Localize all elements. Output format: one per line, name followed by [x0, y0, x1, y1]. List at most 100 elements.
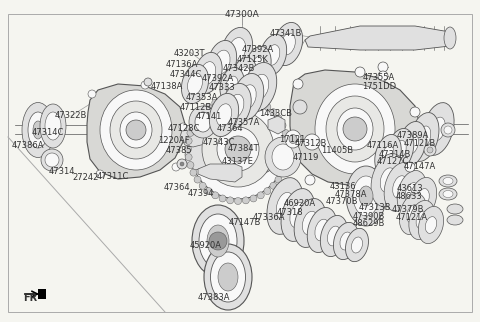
Ellipse shape	[252, 56, 264, 76]
Ellipse shape	[272, 144, 294, 170]
Text: 47112B: 47112B	[180, 103, 212, 112]
Ellipse shape	[384, 163, 416, 212]
Circle shape	[282, 162, 289, 169]
Text: 1220AF: 1220AF	[158, 136, 190, 145]
Ellipse shape	[327, 226, 341, 246]
Circle shape	[212, 99, 219, 106]
Ellipse shape	[375, 135, 401, 175]
Ellipse shape	[340, 232, 352, 250]
Circle shape	[126, 120, 146, 140]
Ellipse shape	[214, 50, 230, 74]
Text: 27242: 27242	[72, 173, 98, 182]
Ellipse shape	[192, 205, 244, 277]
Text: 47314C: 47314C	[32, 128, 64, 137]
Ellipse shape	[243, 62, 277, 111]
Text: 47322B: 47322B	[55, 111, 87, 120]
Circle shape	[227, 197, 234, 204]
Text: 47355A: 47355A	[363, 73, 396, 82]
Circle shape	[424, 144, 436, 156]
Circle shape	[279, 169, 286, 176]
Ellipse shape	[209, 93, 239, 137]
Polygon shape	[185, 142, 212, 170]
Text: 47383A: 47383A	[197, 293, 230, 302]
Ellipse shape	[28, 112, 48, 148]
Text: 47138A: 47138A	[151, 82, 183, 91]
Text: 47390B: 47390B	[352, 212, 385, 221]
Circle shape	[405, 162, 415, 172]
Ellipse shape	[211, 252, 245, 302]
Circle shape	[144, 78, 152, 86]
Circle shape	[250, 96, 257, 103]
Circle shape	[257, 192, 264, 199]
Ellipse shape	[216, 104, 232, 126]
Circle shape	[305, 175, 315, 185]
Polygon shape	[290, 70, 420, 185]
Ellipse shape	[194, 52, 222, 94]
Circle shape	[284, 137, 291, 144]
Ellipse shape	[425, 217, 437, 233]
Text: 47342B: 47342B	[223, 64, 255, 73]
Ellipse shape	[231, 57, 257, 95]
Ellipse shape	[228, 38, 246, 62]
Text: 47147A: 47147A	[404, 162, 436, 171]
Ellipse shape	[221, 83, 251, 128]
Text: 47311C: 47311C	[96, 172, 129, 181]
Ellipse shape	[439, 175, 457, 187]
Circle shape	[378, 71, 388, 81]
Ellipse shape	[259, 34, 287, 76]
Text: 47314: 47314	[48, 167, 75, 176]
Ellipse shape	[22, 102, 54, 157]
Ellipse shape	[265, 137, 301, 177]
Ellipse shape	[221, 27, 252, 72]
Text: 1433CB: 1433CB	[260, 109, 292, 118]
Ellipse shape	[447, 204, 463, 214]
Circle shape	[293, 100, 307, 114]
Circle shape	[212, 192, 219, 199]
Text: 47392A: 47392A	[201, 74, 234, 83]
Circle shape	[282, 129, 289, 137]
Text: 47370B: 47370B	[325, 197, 358, 206]
Circle shape	[177, 159, 187, 169]
Ellipse shape	[405, 183, 419, 204]
Ellipse shape	[397, 170, 427, 215]
Text: 47119: 47119	[293, 153, 319, 162]
Polygon shape	[180, 124, 210, 147]
Circle shape	[264, 188, 271, 194]
Text: 47136A: 47136A	[165, 60, 198, 69]
Ellipse shape	[371, 154, 405, 206]
Ellipse shape	[407, 205, 419, 223]
Ellipse shape	[207, 41, 237, 83]
Circle shape	[284, 154, 291, 161]
Ellipse shape	[320, 215, 348, 257]
Text: 46920A: 46920A	[284, 199, 316, 208]
Ellipse shape	[266, 45, 280, 65]
Text: 47357A: 47357A	[228, 118, 260, 127]
Text: 47384T: 47384T	[228, 144, 260, 153]
Ellipse shape	[189, 106, 217, 138]
Ellipse shape	[241, 146, 269, 168]
Ellipse shape	[409, 177, 437, 219]
Ellipse shape	[351, 237, 362, 253]
Ellipse shape	[33, 121, 43, 139]
Circle shape	[285, 146, 291, 153]
Circle shape	[264, 103, 271, 110]
Circle shape	[225, 136, 251, 162]
Ellipse shape	[281, 189, 315, 242]
Ellipse shape	[190, 99, 286, 199]
Text: 47379B: 47379B	[392, 205, 424, 214]
Ellipse shape	[439, 188, 457, 200]
Text: 47353A: 47353A	[185, 93, 218, 102]
Text: 47141: 47141	[196, 112, 222, 121]
Ellipse shape	[281, 33, 295, 55]
Ellipse shape	[443, 177, 453, 185]
Text: 47318: 47318	[277, 208, 304, 217]
Text: 1751DD: 1751DD	[362, 82, 396, 91]
Circle shape	[235, 93, 241, 100]
Circle shape	[293, 79, 303, 89]
Ellipse shape	[181, 64, 209, 104]
Text: FR: FR	[23, 293, 37, 303]
Circle shape	[378, 62, 388, 72]
Ellipse shape	[444, 27, 456, 49]
Ellipse shape	[199, 214, 237, 268]
Ellipse shape	[45, 112, 61, 140]
